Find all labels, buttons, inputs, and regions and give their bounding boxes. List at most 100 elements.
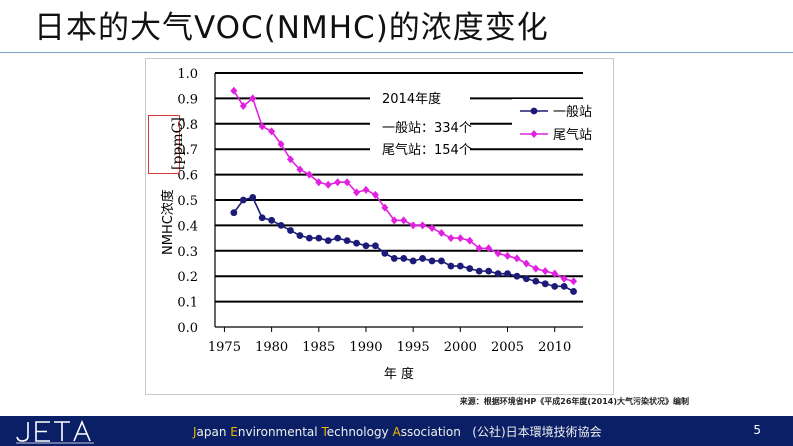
data-point [287,227,294,234]
data-point [428,257,436,265]
data-point [522,275,530,283]
y-tick-label: 1.0 [177,67,198,82]
title-divider [0,52,793,53]
data-point [334,178,342,187]
y-axis-unit: [ppmC] [170,117,186,170]
data-point [334,234,342,242]
data-point [315,234,323,242]
data-point [466,236,474,245]
y-tick-label: 0.5 [177,194,198,209]
data-point [485,244,493,253]
page-number: 5 [753,423,761,437]
y-tick-label: 0.4 [177,219,198,234]
data-point [249,94,257,103]
data-point [532,277,540,285]
data-point [419,255,426,262]
data-point [305,234,313,242]
y-tick-label: 0.7 [177,143,198,158]
data-point [428,223,436,232]
data-point [296,232,304,239]
legend-marker [530,130,538,138]
data-point [277,222,285,229]
jeta-logo-icon [16,419,94,444]
data-point [324,237,332,245]
data-point [239,196,247,204]
y-axis-label: NMHC浓度 [161,189,176,255]
data-point [343,237,351,245]
data-point [324,180,332,189]
data-point [504,270,511,278]
annotation-line: 尾气站：154个 [382,142,472,158]
x-tick-label: 1990 [349,340,382,355]
legend-label: 一般站 [553,104,592,120]
data-point [541,267,549,276]
data-point [419,221,427,230]
y-tick-label: 0.2 [177,270,198,285]
data-point [560,274,568,283]
data-point [456,262,464,270]
data-point [372,242,379,250]
series-line-1 [233,196,574,293]
y-tick-label: 0.6 [177,169,198,184]
data-point [447,234,455,243]
data-point [513,254,521,263]
footer-bar: Japan Environmental Technology Associati… [0,416,793,446]
data-point [400,255,408,262]
x-tick-label: 2005 [491,340,524,355]
data-point [570,288,577,295]
data-point [343,178,351,187]
source-note: 来源：根据环境省HP《平成26年度(2014)大气污染状况》编制 [459,397,689,406]
legend-marker [530,107,538,115]
x-axis-label: 年 度 [384,366,414,382]
data-point [560,282,568,290]
data-point [353,239,360,247]
data-point [239,102,247,111]
data-point [409,221,417,230]
data-point [466,265,474,272]
x-tick-label: 1995 [397,340,430,355]
data-point [315,178,323,187]
data-point [541,280,549,288]
data-point [390,216,398,225]
data-point [362,242,370,250]
data-point [258,214,266,222]
data-point [409,257,417,265]
data-point [249,194,257,201]
data-point [381,249,389,257]
y-tick-label: 0.0 [177,321,198,336]
legend-label: 尾气站 [553,127,592,143]
data-point [268,216,276,224]
slide-title: 日本的大气VOC(NMHC)的浓度变化 [34,10,549,46]
data-point [305,170,313,179]
data-point [258,122,266,131]
data-point [551,269,559,278]
footer-organization: Japan Environmental Technology Associati… [193,425,602,439]
data-point [353,188,361,197]
data-point [230,209,238,217]
data-point [437,229,445,238]
y-tick-label: 0.9 [177,92,198,107]
x-tick-label: 1975 [208,340,241,355]
data-point [381,203,389,212]
data-point [475,244,483,253]
data-point [522,259,530,268]
data-point [286,155,294,164]
legend-box [512,99,610,145]
data-point [400,216,408,225]
data-point [296,165,304,174]
y-tick-label: 0.3 [177,245,198,260]
data-point [268,127,276,136]
y-tick-label: 0.8 [177,118,198,133]
data-point [456,234,464,243]
annotation-title: 2014年度 [382,91,441,107]
data-point [371,190,379,199]
data-point [362,185,370,194]
data-point [504,251,512,260]
annotation-line: 一般站：334个 [382,120,472,136]
data-point [532,264,540,273]
data-point [390,255,398,262]
data-point [485,267,493,275]
data-point [494,270,502,278]
data-point [551,282,559,290]
